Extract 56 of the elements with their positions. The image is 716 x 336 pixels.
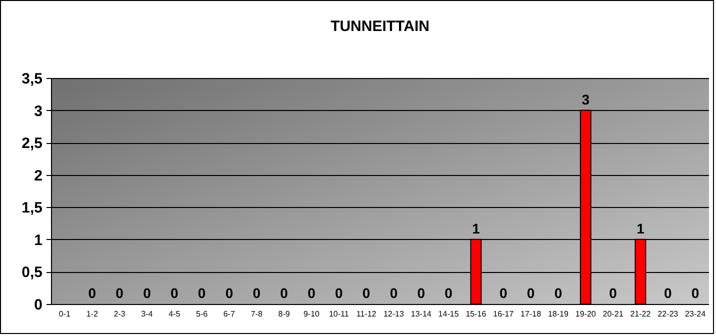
y-tick-label: 1	[34, 232, 42, 249]
data-label: 3	[582, 91, 590, 108]
x-tick-label: 18-19	[548, 310, 569, 318]
x-tick-label: 2-3	[114, 310, 126, 318]
x-tick-label: 3-4	[141, 310, 154, 318]
data-label: 0	[88, 285, 96, 301]
y-tick-label: 0	[34, 296, 42, 314]
y-tick-label: 3,5	[22, 70, 42, 88]
x-tick-label: 10-11	[328, 310, 350, 318]
x-tick-label: 16-17	[493, 310, 514, 318]
data-label: 0	[308, 285, 316, 301]
data-label: 0	[390, 285, 398, 301]
data-label: 0	[225, 285, 234, 301]
x-tick-label: 23-24	[685, 310, 706, 318]
x-tick-label: 6-7	[223, 310, 236, 318]
x-tick-label: 12-13	[383, 310, 404, 318]
x-tick-label: 11-12	[356, 310, 377, 318]
chart-title: TUNNEITTAIN	[330, 18, 430, 35]
data-label: 0	[417, 285, 426, 301]
y-tick-label: 0,5	[22, 264, 42, 282]
data-label: 0	[664, 285, 672, 301]
data-label: 0	[609, 285, 618, 301]
data-label: 0	[444, 285, 453, 301]
x-tick-label: 9-10	[303, 310, 320, 318]
x-tick-label: 20-21	[602, 310, 624, 318]
x-tick-label: 4-5	[168, 310, 181, 318]
data-label: 0	[691, 285, 700, 301]
x-tick-label: 14-15	[438, 310, 460, 318]
x-tick-label: 15-16	[466, 310, 487, 318]
x-tick-label: 7-8	[250, 310, 263, 318]
data-label: 0	[362, 285, 370, 301]
data-label: 0	[143, 285, 152, 301]
data-label: 0	[334, 285, 343, 301]
x-tick-label: 22-23	[658, 310, 679, 318]
data-label: 0	[198, 285, 206, 301]
x-tick-label: 5-6	[196, 310, 208, 318]
x-tick-label: 13-14	[410, 310, 432, 318]
x-tick-label: 8-9	[278, 310, 290, 318]
data-label: 1	[472, 220, 480, 236]
data-label: 0	[252, 285, 261, 301]
data-label: 1	[636, 220, 645, 236]
data-label: 0	[280, 285, 288, 301]
data-label: 0	[170, 285, 178, 301]
data-label: 0	[526, 285, 535, 301]
x-tick-label: 0-1	[58, 310, 72, 318]
x-tick-label: 21-22	[630, 310, 652, 318]
y-tick-label: 3	[34, 102, 42, 120]
data-label: 0	[499, 285, 508, 301]
data-label: 0	[116, 285, 124, 301]
x-tick-label: 17-18	[520, 310, 542, 318]
data-label: 0	[554, 285, 562, 301]
y-tick-label: 2	[34, 167, 42, 184]
x-tick-label: 19-20	[575, 310, 596, 318]
y-tick-label: 2,5	[22, 135, 42, 152]
x-tick-label: 1-2	[86, 310, 98, 318]
y-tick-label: 1,5	[22, 200, 42, 217]
